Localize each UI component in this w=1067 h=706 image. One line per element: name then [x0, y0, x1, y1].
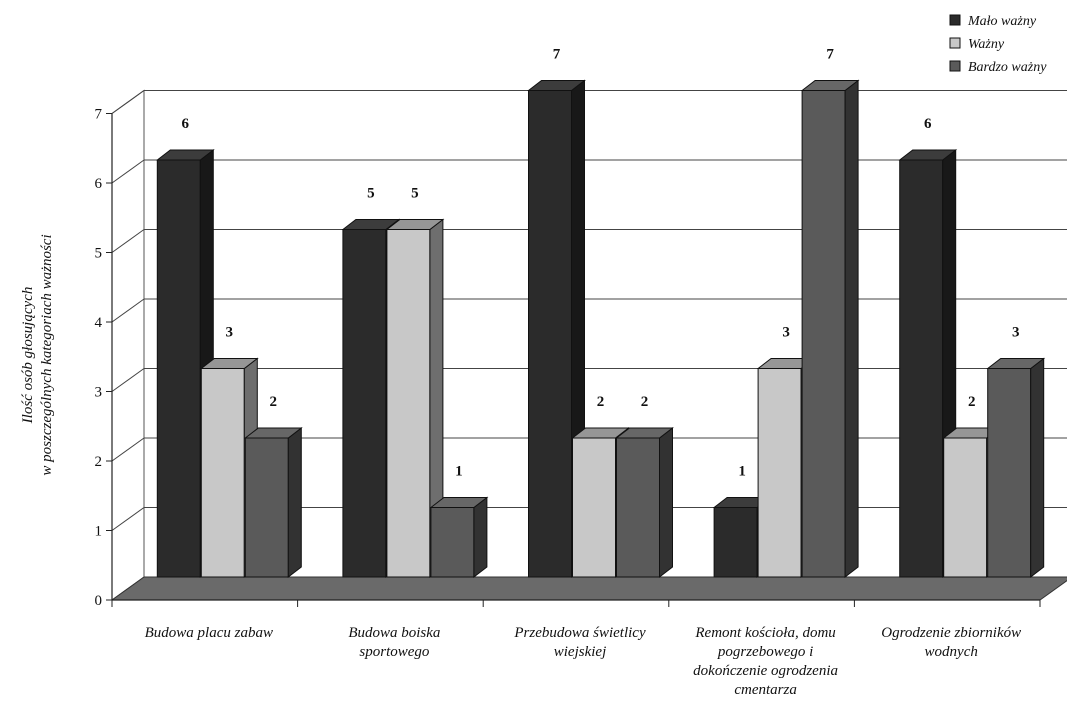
- bar-front: [430, 507, 475, 578]
- x-category-label: Budowa placu zabaw: [145, 625, 273, 641]
- gridline-side: [111, 229, 145, 253]
- legend-swatch: [949, 14, 961, 26]
- bar: [199, 357, 259, 579]
- gridline-side: [111, 90, 145, 114]
- legend-box: [940, 3, 1064, 76]
- gridline-side: [111, 159, 145, 184]
- bar-top: [341, 219, 401, 230]
- legend-item: Ważny: [949, 37, 1005, 52]
- y-axis-title: Ilość osób głosujących w poszczególnych k…: [20, 234, 55, 475]
- bar: [243, 426, 303, 579]
- bar-front: [801, 90, 846, 578]
- legend-item: Mało ważny: [949, 14, 1037, 29]
- bar: [429, 496, 489, 579]
- y-tick-label: 1: [95, 524, 103, 540]
- y-axis: 0 1 2 3 4 5 6 7: [95, 107, 113, 609]
- bar: [385, 218, 445, 579]
- data-label: 2: [270, 394, 278, 410]
- side-wall: [111, 89, 145, 601]
- bar-front: [713, 507, 758, 578]
- gridline-side: [111, 507, 145, 531]
- legend-label: Mało ważny: [967, 14, 1037, 29]
- bar-front: [200, 368, 245, 578]
- bar-front: [528, 90, 572, 578]
- x-category-label: Ogrodzenie zbiorników wodnych: [881, 625, 1021, 660]
- data-label: 7: [826, 47, 834, 63]
- x-category-label: Przebudowa świetlicy wiejskiej: [513, 625, 646, 660]
- gridline-side: [111, 368, 145, 392]
- bar-top: [199, 358, 259, 369]
- bar-front: [156, 159, 201, 578]
- bar-front: [342, 229, 387, 578]
- bar-top: [429, 497, 489, 508]
- data-label: 6: [182, 116, 190, 132]
- legend-swatch: [949, 37, 961, 49]
- data-label: 3: [226, 325, 234, 341]
- x-category-label: Remont kościoła, domu pogrzebowego i dokoń…: [693, 625, 838, 698]
- bar-top: [986, 358, 1046, 369]
- data-label: 1: [455, 464, 463, 480]
- data-label: 6: [924, 116, 932, 132]
- floor: [110, 576, 1067, 601]
- data-labels: 6 3 2 5 5 1 7 2 2 1 3 7 6 2 3: [182, 47, 1020, 480]
- x-category-label: Budowa boiska sportowego: [348, 625, 440, 660]
- legend-item: Bardzo ważny: [949, 60, 1047, 75]
- data-label: 2: [968, 394, 976, 410]
- y-tick-label: 2: [95, 454, 103, 470]
- bar: [986, 357, 1046, 579]
- y-tick-label: 5: [95, 246, 103, 262]
- bar: [615, 426, 674, 579]
- bar-top: [385, 219, 445, 230]
- bar-top: [571, 427, 630, 439]
- bar-top: [155, 149, 215, 161]
- bar-front: [572, 437, 616, 578]
- bar-front: [386, 229, 431, 578]
- gridline-side: [111, 298, 145, 323]
- y-tick-label: 7: [95, 107, 103, 123]
- bar-side: [844, 79, 859, 579]
- data-label: 3: [1012, 325, 1020, 341]
- chart-floor: [110, 576, 1067, 601]
- bar: [800, 79, 860, 579]
- y-tick-label: 6: [95, 176, 103, 192]
- y-tick-label: 3: [95, 385, 103, 401]
- data-label: 5: [367, 186, 375, 202]
- bar-side: [287, 426, 302, 579]
- y-tick-label: 4: [95, 315, 103, 331]
- data-label: 7: [553, 47, 561, 63]
- bar-top: [898, 149, 958, 161]
- legend-label: Bardzo ważny: [968, 60, 1047, 75]
- bar-top: [243, 427, 303, 439]
- bar-front: [244, 437, 289, 578]
- data-label: 1: [738, 464, 746, 480]
- bar-side: [1030, 357, 1045, 579]
- bar-front: [987, 368, 1032, 578]
- data-label: 3: [782, 325, 790, 341]
- bar-front: [943, 437, 988, 578]
- data-label: 2: [597, 394, 605, 410]
- gridline-side: [111, 437, 145, 462]
- bar-front: [757, 368, 802, 578]
- bar-front: [899, 159, 944, 578]
- bar-side: [473, 496, 488, 579]
- bar-side: [659, 426, 673, 579]
- bar-top: [800, 80, 860, 91]
- data-label: 2: [641, 394, 649, 410]
- bar-top: [527, 80, 586, 91]
- legend-label: Ważny: [968, 37, 1005, 52]
- y-tick-label: 0: [95, 593, 103, 609]
- x-axis: Budowa placu zabaw Budowa boiska sportoweg…: [111, 599, 1041, 698]
- legend-swatch: [949, 60, 961, 72]
- bars: [155, 79, 1046, 579]
- bar-top: [615, 427, 674, 439]
- legend: Mało ważny Ważny Bardzo ważny: [940, 3, 1064, 76]
- bar-front: [616, 437, 660, 578]
- data-label: 5: [411, 186, 419, 202]
- y-axis-title: Ilość osób głosujących w poszczególnych k…: [20, 234, 55, 475]
